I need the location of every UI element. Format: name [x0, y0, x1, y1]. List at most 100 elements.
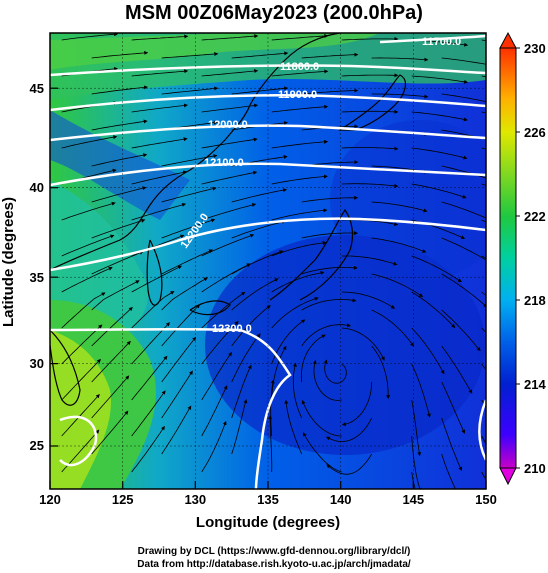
streamline [201, 103, 259, 113]
streamline [411, 183, 467, 199]
streamline [512, 94, 548, 107]
streamline [91, 280, 140, 311]
streamline [411, 255, 462, 283]
streamline [131, 265, 183, 293]
colorbar-tick-label: 218 [524, 293, 546, 308]
streamline [161, 52, 219, 59]
y-axis-label: Latitude (degrees) [0, 197, 17, 327]
streamline [201, 203, 257, 221]
streamline [131, 425, 165, 473]
streamline [271, 174, 328, 185]
streamline [301, 195, 359, 203]
streamline [231, 51, 289, 59]
streamline [91, 250, 144, 275]
streamline [161, 336, 197, 383]
streamline [441, 309, 481, 352]
colorbar-tick-label: 214 [524, 377, 546, 392]
streamline [301, 88, 359, 95]
colorbar-gradient [499, 47, 517, 469]
streamline [441, 453, 456, 489]
streamline [161, 249, 213, 275]
streamline [131, 170, 188, 185]
streamline [231, 333, 261, 383]
contour-label-11700: 11700.0 [422, 36, 461, 48]
streamline [91, 218, 146, 239]
streamline [161, 86, 219, 95]
streamline [411, 75, 469, 84]
streamline [371, 237, 427, 253]
colorbar-tick-label: 230 [524, 41, 546, 56]
streamline [61, 266, 113, 293]
streamline [61, 324, 103, 365]
contour-line-11800 [50, 64, 486, 77]
streamline [201, 34, 259, 41]
streamline [371, 345, 391, 399]
streamline [301, 334, 326, 383]
contour-label-12100: 12100.0 [204, 157, 244, 169]
streamline [231, 188, 288, 203]
streamline [512, 166, 548, 185]
wind-streamlines [61, 33, 548, 489]
streamline [271, 270, 325, 293]
contour-line-12300-east [478, 399, 486, 461]
streamline [411, 147, 468, 160]
streamline [371, 309, 415, 347]
streamline [341, 291, 396, 309]
y-axis-tick-labels: 25 30 35 40 45 [30, 81, 44, 453]
streamline [61, 358, 101, 401]
streamline [201, 170, 258, 185]
streamline [91, 85, 148, 95]
streamline [91, 153, 148, 167]
streamline [231, 399, 248, 455]
streamline [301, 298, 357, 311]
streamline [131, 290, 175, 329]
colorbar-tick-label: 226 [524, 125, 546, 140]
streamline [271, 208, 328, 221]
streamline [271, 345, 287, 401]
streamline [91, 340, 131, 383]
streamline [201, 291, 246, 329]
streamline [371, 201, 428, 213]
streamline [301, 265, 358, 275]
streamline [91, 119, 148, 131]
x-tick-label: 135 [257, 492, 279, 507]
streamline [441, 381, 466, 434]
grid-lines [50, 33, 486, 489]
streamline [411, 111, 468, 122]
streamline [512, 418, 546, 463]
contour-line-11900 [50, 93, 486, 112]
contour-label-11900: 11900.0 [278, 89, 317, 101]
contour-label-11800: 11800.0 [280, 61, 319, 73]
streamline [371, 93, 429, 99]
colorbar-max-arrow [499, 31, 517, 49]
credit-data-source: Data from http://database.rish.kyoto-u.a… [137, 559, 411, 570]
streamline [341, 183, 399, 188]
y-tick-label: 35 [30, 270, 44, 285]
streamline [201, 420, 227, 473]
streamline [341, 381, 373, 427]
y-tick-label: 30 [30, 356, 44, 371]
contour-label-12300: 12300.0 [212, 323, 252, 335]
streamline [270, 379, 275, 437]
streamline [271, 33, 329, 41]
streamline [231, 220, 286, 239]
streamline [341, 255, 398, 266]
streamline [441, 57, 486, 65]
streamline [341, 327, 385, 361]
streamline [91, 306, 133, 347]
streamline [61, 201, 116, 221]
x-axis-ticks [49, 481, 487, 489]
streamline [201, 351, 232, 401]
streamline [271, 104, 329, 113]
streamline [161, 405, 192, 455]
streamline [411, 291, 456, 329]
x-tick-label: 125 [112, 492, 134, 507]
x-axis-tick-labels: 120 125 130 135 140 145 150 [39, 492, 497, 507]
streamline [512, 58, 548, 69]
streamline [231, 86, 289, 95]
streamline [201, 69, 259, 77]
streamline [301, 323, 351, 347]
streamline [161, 370, 193, 419]
streamline [441, 93, 486, 103]
streamline [131, 390, 166, 437]
